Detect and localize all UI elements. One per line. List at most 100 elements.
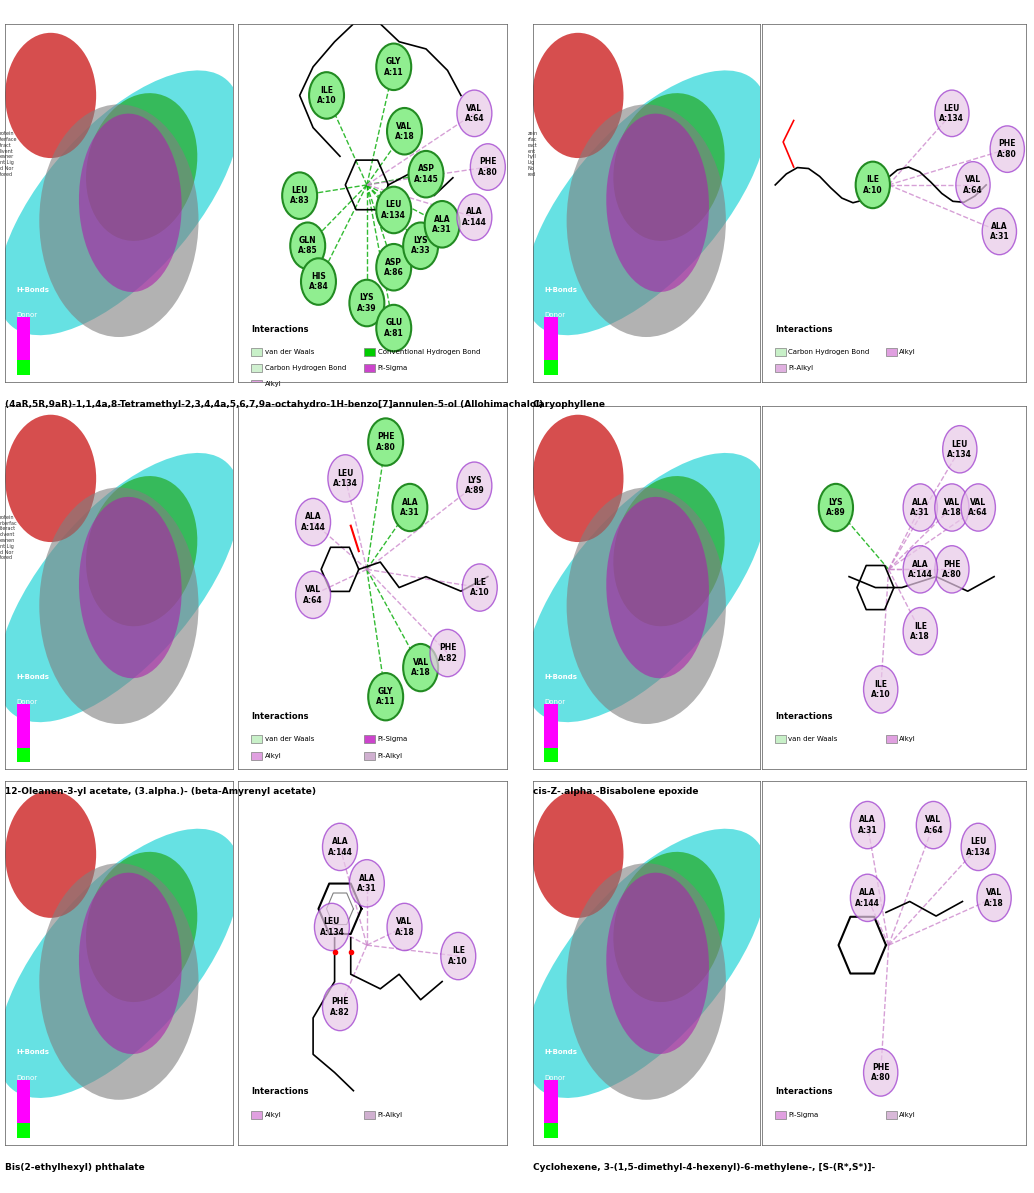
Circle shape [903,545,938,593]
Circle shape [368,419,403,465]
Bar [251,381,262,388]
Text: H-Bonds: H-Bonds [17,1050,50,1056]
Text: PHE
A:80: PHE A:80 [998,140,1017,159]
Ellipse shape [524,453,768,722]
Bar [544,704,557,748]
Text: ALA
A:144: ALA A:144 [908,560,933,579]
Ellipse shape [533,791,624,917]
Text: Donor: Donor [17,699,37,705]
Circle shape [296,571,331,618]
Circle shape [863,1049,898,1096]
Text: ILE
A:10: ILE A:10 [470,577,489,598]
Circle shape [943,426,977,472]
Bar [886,735,896,743]
Bar [776,1111,786,1119]
Text: Donor: Donor [544,313,565,319]
Text: ASP
A:86: ASP A:86 [384,258,403,277]
Circle shape [403,222,438,270]
Text: LEU
A:134: LEU A:134 [320,917,344,937]
Ellipse shape [39,105,199,336]
Text: LEU
A:83: LEU A:83 [290,186,309,205]
Text: ALA
A:31: ALA A:31 [357,873,376,894]
Text: Pi-Alkyl: Pi-Alkyl [377,753,402,759]
Ellipse shape [613,852,725,1002]
Text: Alkyl: Alkyl [900,350,916,356]
Bar [17,1080,30,1124]
Text: LYS
A:39: LYS A:39 [357,293,376,313]
Text: GLN
A:85: GLN A:85 [298,236,317,255]
Text: Interactions: Interactions [776,324,832,334]
Circle shape [977,874,1011,921]
Text: Caryophyllene: Caryophyllene [533,400,606,409]
Circle shape [903,484,938,531]
Text: ALA
A:144: ALA A:144 [462,208,487,227]
Bar [251,735,262,743]
Text: ALA
A:31: ALA A:31 [432,215,452,234]
Text: 12-Oleanen-3-yl acetate, (3.alpha.)- (beta-Amyrenyl acetate): 12-Oleanen-3-yl acetate, (3.alpha.)- (be… [5,787,316,797]
Text: LEU
A:134: LEU A:134 [966,837,991,857]
Ellipse shape [606,496,709,679]
Text: ALA
A:31: ALA A:31 [858,815,877,835]
Circle shape [935,91,969,137]
Ellipse shape [5,415,96,542]
Text: Donor: Donor [17,313,37,319]
Text: LYS
A:89: LYS A:89 [826,497,846,518]
Ellipse shape [79,113,182,292]
Text: LEU
A:134: LEU A:134 [947,439,972,459]
Bar [544,317,557,360]
Text: ALA
A:31: ALA A:31 [911,497,930,518]
Text: GLU
A:81: GLU A:81 [384,319,403,338]
Circle shape [323,823,358,871]
Ellipse shape [79,872,182,1055]
Text: Interactions: Interactions [776,1087,832,1096]
Bar [886,1111,896,1119]
Text: ILE
A:10: ILE A:10 [871,680,890,699]
Bar [776,735,786,743]
Circle shape [328,455,363,502]
Circle shape [850,874,885,921]
Circle shape [301,259,336,305]
Text: Alkyl: Alkyl [265,753,281,759]
Text: PHE
A:82: PHE A:82 [437,643,457,663]
Circle shape [863,666,898,713]
Ellipse shape [39,864,199,1100]
Text: Alkyl: Alkyl [900,736,916,742]
Circle shape [376,186,412,234]
Text: van der Waals: van der Waals [265,736,314,742]
Circle shape [291,222,325,270]
Circle shape [349,860,385,907]
Text: Carbon Hydrogen Bond: Carbon Hydrogen Bond [265,365,346,371]
Text: H-Bonds: H-Bonds [544,1050,577,1056]
Text: Pi-Sigma: Pi-Sigma [788,1112,819,1118]
Bar [251,364,262,372]
Text: Acceptor: Acceptor [17,384,48,390]
Text: Pi-Sigma: Pi-Sigma [377,365,407,371]
Ellipse shape [567,864,726,1100]
Text: Pi-Alkyl: Pi-Alkyl [788,365,814,371]
Ellipse shape [86,852,197,1002]
Text: Pi-Alkyl: Pi-Alkyl [377,1112,402,1118]
Text: GLY
A:11: GLY A:11 [376,687,395,706]
Text: PHE
A:82: PHE A:82 [330,997,349,1016]
Text: VAL
A:18: VAL A:18 [395,122,415,141]
Text: VAL
A:64: VAL A:64 [464,104,484,123]
Text: rotein
terface
tract
livent
eaner
nt Lig
d Nor
tored: rotein terface tract livent eaner nt Lig… [0,131,18,177]
Circle shape [962,823,996,871]
Text: LYS
A:33: LYS A:33 [410,236,430,255]
Text: LYS
A:89: LYS A:89 [464,476,484,495]
Text: Interactions: Interactions [251,324,309,334]
Circle shape [323,983,358,1031]
Circle shape [349,280,385,327]
Text: ILE
A:10: ILE A:10 [316,86,336,105]
Circle shape [376,305,412,352]
Text: ALA
A:144: ALA A:144 [328,837,353,857]
Text: Pi-Sigma: Pi-Sigma [377,736,407,742]
Bar [544,748,557,762]
Bar [886,348,896,356]
Text: PHE
A:80: PHE A:80 [478,157,497,177]
Circle shape [408,150,444,198]
Circle shape [962,484,996,531]
Ellipse shape [5,791,96,917]
Text: Acceptor: Acceptor [17,1148,48,1154]
Text: VAL
A:18: VAL A:18 [942,497,962,518]
